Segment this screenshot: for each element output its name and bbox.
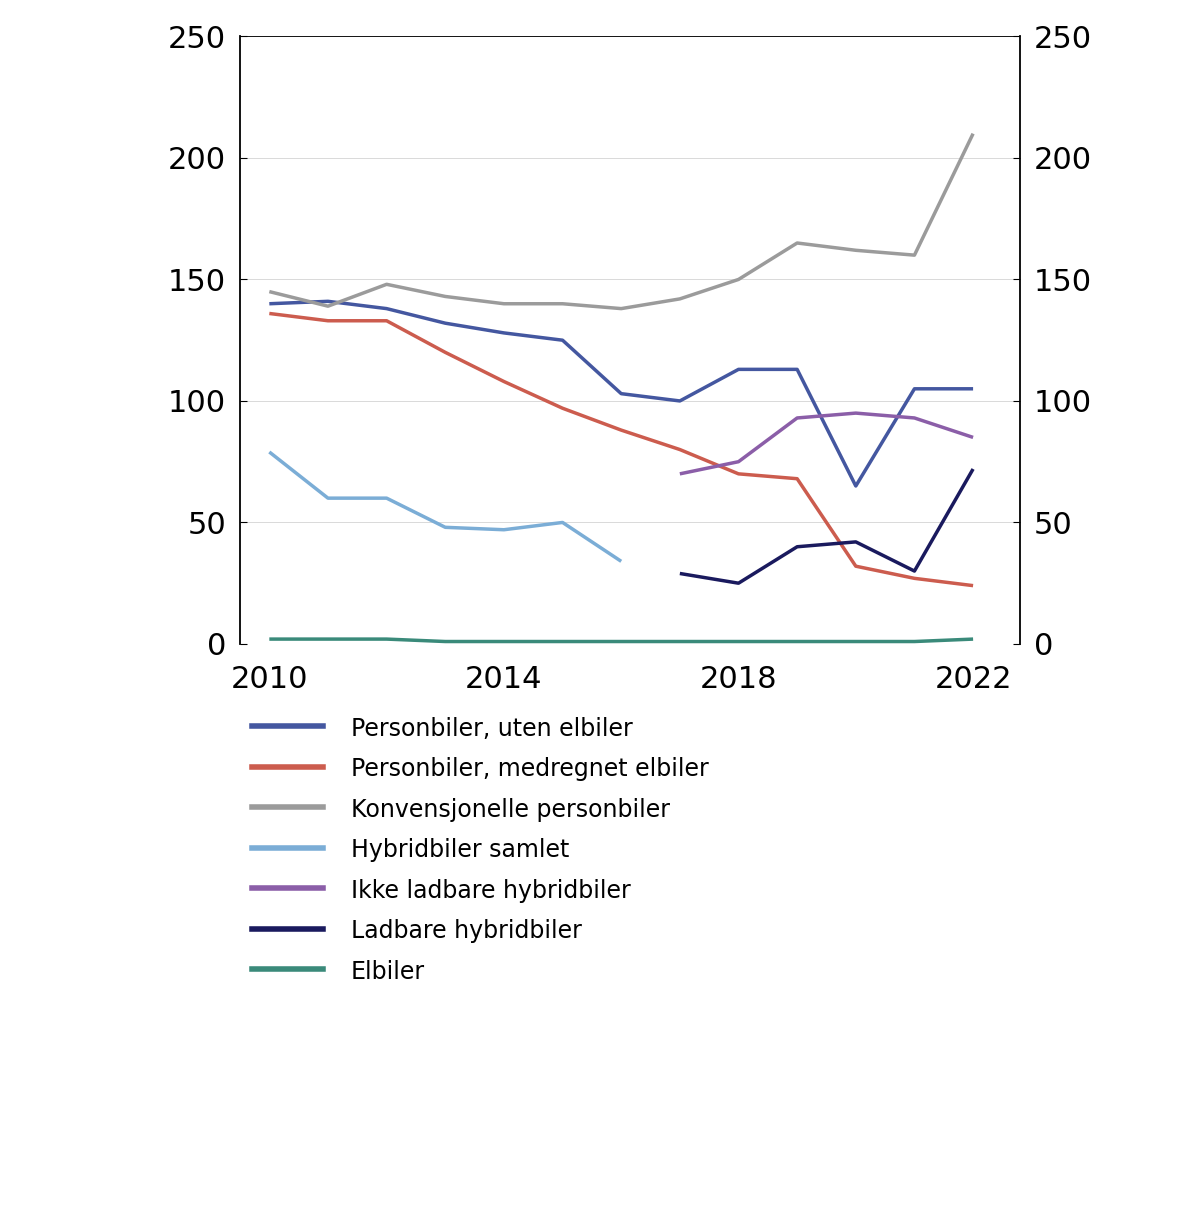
Line: Ikke ladbare hybridbiler: Ikke ladbare hybridbiler (680, 413, 973, 474)
Personbiler, medregnet elbiler (438, 345, 452, 360)
Ladbare hybridbiler (907, 564, 922, 578)
Ikke ladbare hybridbiler (907, 411, 922, 425)
Elbiler (614, 634, 629, 649)
Personbiler, medregnet elbiler (556, 401, 570, 416)
Personbiler, medregnet elbiler (320, 313, 335, 328)
Personbiler, uten elbiler (320, 294, 335, 309)
Personbiler, medregnet elbiler (262, 306, 276, 321)
Konvensjonelle personbiler (320, 299, 335, 313)
Personbiler, medregnet elbiler (614, 423, 629, 437)
Personbiler, uten elbiler (438, 316, 452, 330)
Elbiler (848, 634, 863, 649)
Elbiler (731, 634, 745, 649)
Konvensjonelle personbiler (262, 284, 276, 299)
Elbiler (673, 634, 688, 649)
Personbiler, uten elbiler (556, 333, 570, 347)
Konvensjonelle personbiler (614, 301, 629, 316)
Personbiler, medregnet elbiler (907, 571, 922, 586)
Konvensjonelle personbiler (497, 296, 511, 311)
Ikke ladbare hybridbiler (790, 411, 804, 425)
Personbiler, uten elbiler (907, 382, 922, 396)
Personbiler, medregnet elbiler (379, 313, 394, 328)
Elbiler (379, 632, 394, 646)
Line: Personbiler, uten elbiler: Personbiler, uten elbiler (269, 301, 973, 486)
Ikke ladbare hybridbiler (966, 430, 980, 445)
Hybridbiler samlet (379, 491, 394, 505)
Personbiler, medregnet elbiler (497, 374, 511, 389)
Ladbare hybridbiler (731, 576, 745, 590)
Ladbare hybridbiler (848, 535, 863, 549)
Line: Ladbare hybridbiler: Ladbare hybridbiler (680, 469, 973, 583)
Personbiler, medregnet elbiler (790, 471, 804, 486)
Personbiler, uten elbiler (614, 386, 629, 401)
Konvensjonelle personbiler (848, 243, 863, 258)
Personbiler, uten elbiler (790, 362, 804, 377)
Konvensjonelle personbiler (438, 289, 452, 304)
Elbiler (320, 632, 335, 646)
Elbiler (497, 634, 511, 649)
Ikke ladbare hybridbiler (731, 454, 745, 469)
Elbiler (438, 634, 452, 649)
Line: Hybridbiler samlet: Hybridbiler samlet (269, 452, 622, 561)
Elbiler (907, 634, 922, 649)
Ladbare hybridbiler (790, 539, 804, 554)
Hybridbiler samlet (320, 491, 335, 505)
Konvensjonelle personbiler (966, 126, 980, 141)
Ikke ladbare hybridbiler (848, 406, 863, 420)
Personbiler, uten elbiler (673, 394, 688, 408)
Personbiler, uten elbiler (848, 479, 863, 493)
Hybridbiler samlet (556, 515, 570, 530)
Konvensjonelle personbiler (556, 296, 570, 311)
Line: Personbiler, medregnet elbiler: Personbiler, medregnet elbiler (269, 313, 973, 586)
Personbiler, medregnet elbiler (848, 559, 863, 573)
Personbiler, medregnet elbiler (673, 442, 688, 457)
Personbiler, uten elbiler (379, 301, 394, 316)
Elbiler (556, 634, 570, 649)
Line: Elbiler: Elbiler (269, 639, 973, 642)
Ikke ladbare hybridbiler (673, 467, 688, 481)
Hybridbiler samlet (262, 445, 276, 459)
Personbiler, uten elbiler (731, 362, 745, 377)
Ladbare hybridbiler (966, 462, 980, 476)
Konvensjonelle personbiler (379, 277, 394, 292)
Personbiler, medregnet elbiler (966, 578, 980, 593)
Personbiler, uten elbiler (262, 296, 276, 311)
Konvensjonelle personbiler (731, 272, 745, 287)
Hybridbiler samlet (438, 520, 452, 535)
Hybridbiler samlet (614, 554, 629, 569)
Personbiler, uten elbiler (966, 382, 980, 396)
Konvensjonelle personbiler (790, 236, 804, 250)
Personbiler, uten elbiler (497, 326, 511, 340)
Personbiler, medregnet elbiler (731, 467, 745, 481)
Elbiler (790, 634, 804, 649)
Hybridbiler samlet (497, 522, 511, 537)
Konvensjonelle personbiler (673, 292, 688, 306)
Line: Konvensjonelle personbiler: Konvensjonelle personbiler (269, 134, 973, 309)
Ladbare hybridbiler (673, 566, 688, 581)
Elbiler (966, 632, 980, 646)
Konvensjonelle personbiler (907, 248, 922, 262)
Elbiler (262, 632, 276, 646)
Legend: Personbiler, uten elbiler, Personbiler, medregnet elbiler, Konvensjonelle person: Personbiler, uten elbiler, Personbiler, … (252, 717, 709, 984)
